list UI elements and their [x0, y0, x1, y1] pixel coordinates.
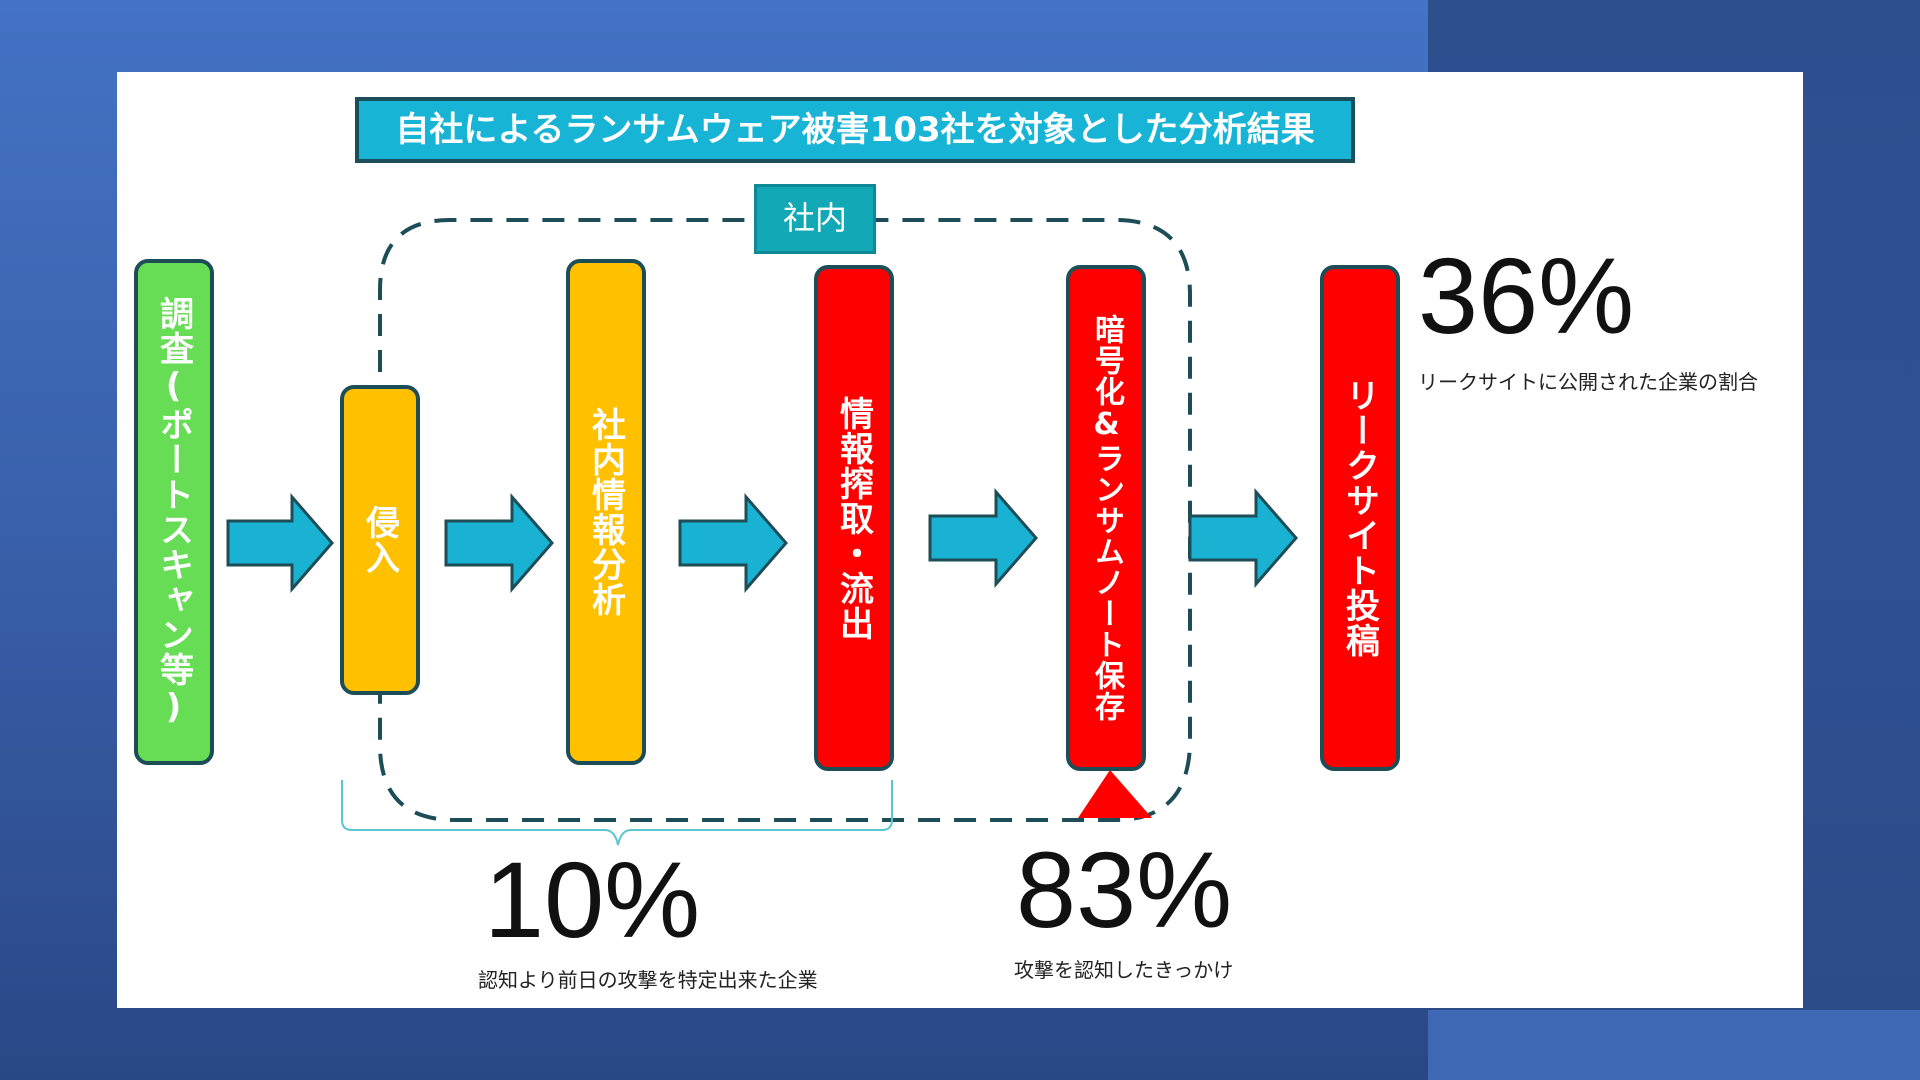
title-banner: 自社によるランサムウェア被害103社を対象とした分析結果: [355, 97, 1355, 163]
step-encryption-label: 暗号化&ランサムノート保存: [1089, 314, 1124, 722]
flow-arrow-4: [928, 487, 1038, 589]
step-exfiltration: 情報搾取・流出: [814, 265, 894, 771]
flow-arrow-3: [678, 492, 788, 594]
step-leak-site-label: リークサイト投稿: [1339, 378, 1380, 658]
flow-arrow-5: [1188, 487, 1298, 589]
stat-leak-value: 36%: [1418, 235, 1635, 356]
stat-leak-caption: リークサイトに公開された企業の割合: [1418, 370, 1758, 394]
flow-arrow-2: [444, 492, 554, 594]
step-exfiltration-label: 情報搾取・流出: [833, 395, 874, 641]
step-leak-site: リークサイト投稿: [1320, 265, 1400, 771]
step-intrusion-label: 侵入: [359, 505, 400, 575]
step-internal-analysis-label: 社内情報分析: [585, 407, 626, 617]
inside-tag: 社内: [754, 184, 876, 254]
stat-trigger-caption: 攻撃を認知したきっかけ: [1014, 958, 1234, 982]
title-text: 自社によるランサムウェア被害103社を対象とした分析結果: [395, 110, 1315, 150]
step-recon-label: 調査(ポートスキャン等): [153, 296, 194, 728]
stat-prior-attack-caption: 認知より前日の攻撃を特定出来た企業: [478, 968, 818, 992]
step-recon: 調査(ポートスキャン等): [134, 259, 214, 765]
bracket-10pct: [341, 780, 893, 846]
stat-prior-attack-value: 10%: [484, 839, 701, 960]
flow-arrow-1: [226, 492, 334, 594]
step-internal-analysis: 社内情報分析: [566, 259, 646, 765]
marker-triangle-83pct: [1078, 770, 1152, 818]
inside-tag-label: 社内: [782, 199, 847, 237]
stat-trigger-value: 83%: [1016, 829, 1233, 950]
step-intrusion: 侵入: [340, 385, 420, 695]
background-right-bottom: [1428, 1010, 1920, 1080]
step-encryption: 暗号化&ランサムノート保存: [1066, 265, 1146, 771]
